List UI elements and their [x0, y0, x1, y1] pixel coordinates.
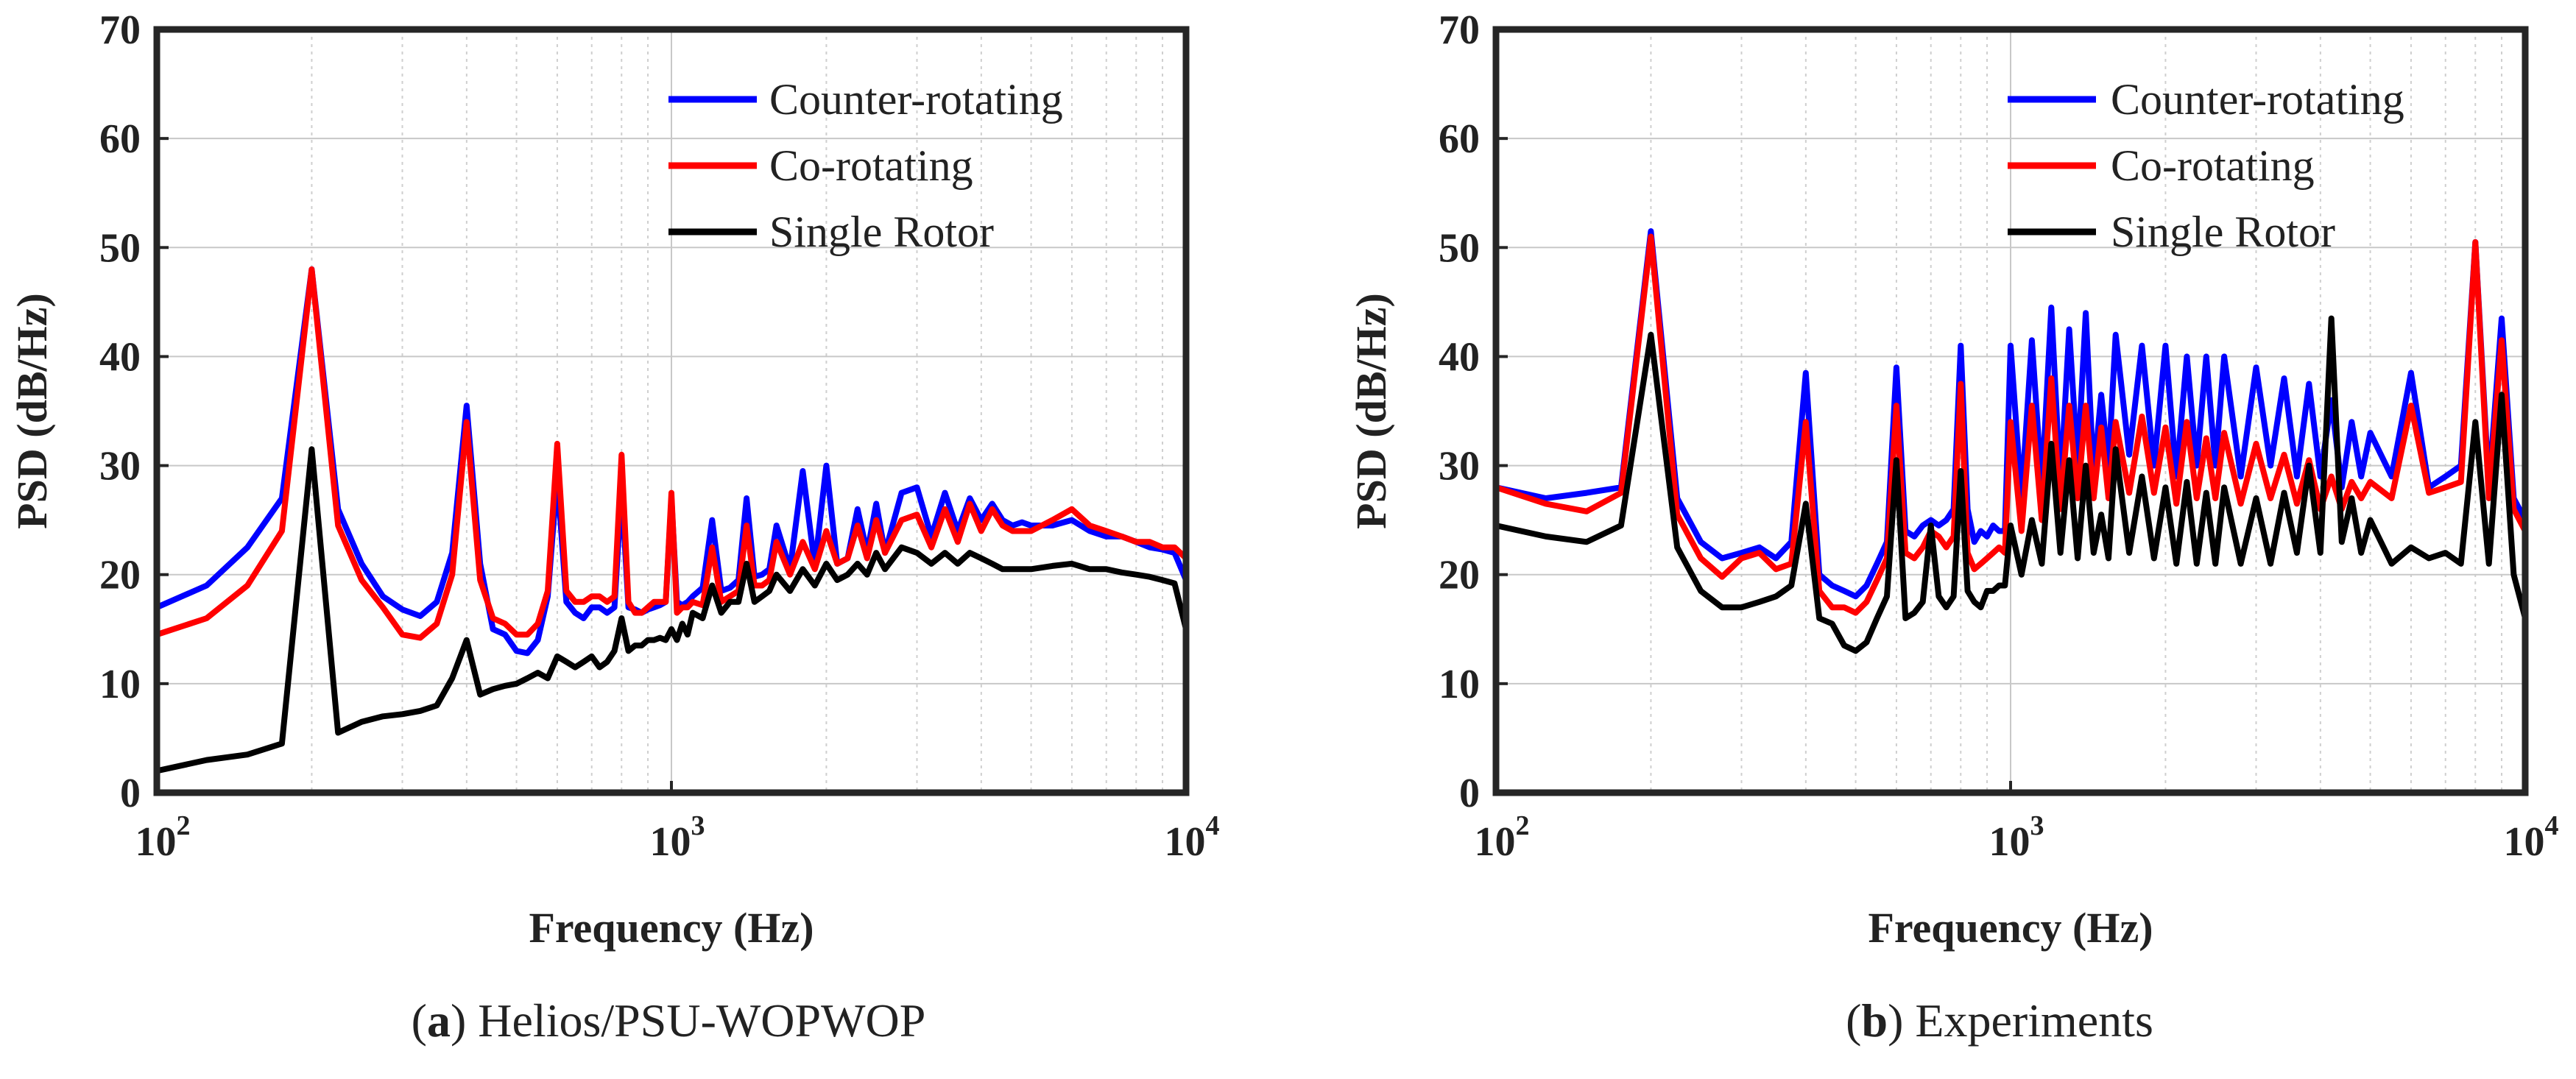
panel-caption: (b) Experiments [1846, 994, 2153, 1047]
x-tick-label: 102 [135, 810, 191, 865]
series-line-co-rotating [154, 266, 1189, 641]
y-tick-label: 30 [99, 444, 141, 489]
plot-frame [153, 26, 1190, 796]
y-tick-label: 0 [120, 771, 141, 816]
y-tick-label: 20 [99, 553, 141, 598]
plot-frame [1492, 26, 2529, 796]
x-tick-label: 103 [650, 810, 705, 865]
legend-label: Counter-rotating [769, 75, 1063, 124]
chart-panel-a: 0 10 20 30 40 50 60 70 102 103 104 Frequency (Hz) PS… [8, 7, 1220, 1047]
y-tick-label: 20 [1439, 553, 1480, 598]
x-tick-label: 103 [1989, 810, 2044, 865]
legend: Counter-rotating Co-rotating Single Rotor [668, 75, 1063, 256]
legend-label: Co-rotating [769, 141, 973, 190]
y-tick-label: 50 [1439, 225, 1480, 271]
y-tick-label: 10 [1439, 662, 1480, 707]
y-tick-label: 40 [99, 334, 141, 380]
y-tick-label: 0 [1459, 771, 1480, 816]
y-tick-label: 60 [1439, 116, 1480, 162]
legend-label: Co-rotating [2111, 141, 2315, 190]
y-tick-label: 70 [99, 7, 141, 53]
legend-label: Counter-rotating [2111, 75, 2404, 124]
x-axis-title: Frequency (Hz) [529, 904, 814, 952]
x-tick-label: 104 [1165, 810, 1220, 865]
y-axis-title: PSD (dB/Hz) [1347, 293, 1395, 529]
series-line-single-rotor [1493, 315, 2528, 654]
y-axis-title: PSD (dB/Hz) [8, 293, 56, 529]
legend-label: Single Rotor [769, 208, 994, 256]
chart-panel-b: 0 10 20 30 40 50 60 70 102 103 104 Frequency (Hz) PS… [1347, 7, 2559, 1047]
y-tick-label: 40 [1439, 334, 1480, 380]
x-axis-title: Frequency (Hz) [1868, 904, 2153, 952]
y-tick-label: 50 [99, 225, 141, 271]
y-tick-label: 70 [1439, 7, 1480, 53]
panel-caption: (a) Helios/PSU-WOPWOP [412, 994, 926, 1047]
y-tick-label: 60 [99, 116, 141, 162]
x-tick-label: 102 [1475, 810, 1530, 865]
y-tick-label: 10 [99, 662, 141, 707]
series-line-single-rotor [154, 446, 1189, 774]
legend: Counter-rotating Co-rotating Single Rotor [2008, 75, 2404, 256]
legend-label: Single Rotor [2111, 208, 2335, 256]
x-tick-label: 104 [2504, 810, 2559, 865]
y-tick-label: 30 [1439, 444, 1480, 489]
